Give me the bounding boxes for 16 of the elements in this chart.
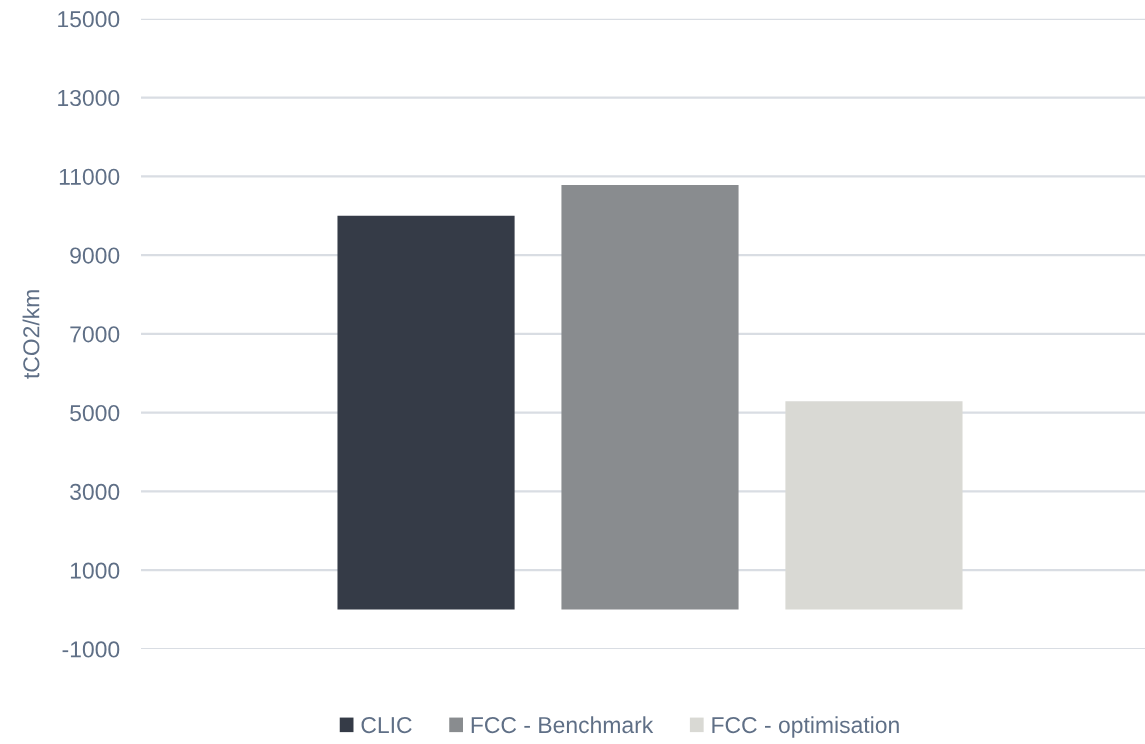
y-tick-label: 11000: [59, 168, 120, 185]
bar: [785, 401, 963, 610]
bar: [337, 215, 515, 610]
y-tick-label: 7000: [70, 326, 120, 343]
y-tick-label: -1000: [62, 641, 120, 658]
legend-label: CLIC: [361, 716, 412, 734]
y-tick-label: 1000: [70, 562, 120, 579]
y-tick-label: 5000: [70, 404, 120, 422]
y-axis-title: tCO2/km: [22, 290, 40, 379]
y-tick-label: 15000: [58, 11, 120, 28]
y-tick-label: 9000: [70, 247, 120, 264]
bar: [561, 185, 739, 610]
legend-label: FCC - Benchmark: [471, 716, 654, 734]
y-tick-label: 13000: [58, 89, 120, 107]
legend-label: FCC - optimisation: [712, 716, 899, 738]
y-tick-label: 3000: [70, 483, 120, 500]
